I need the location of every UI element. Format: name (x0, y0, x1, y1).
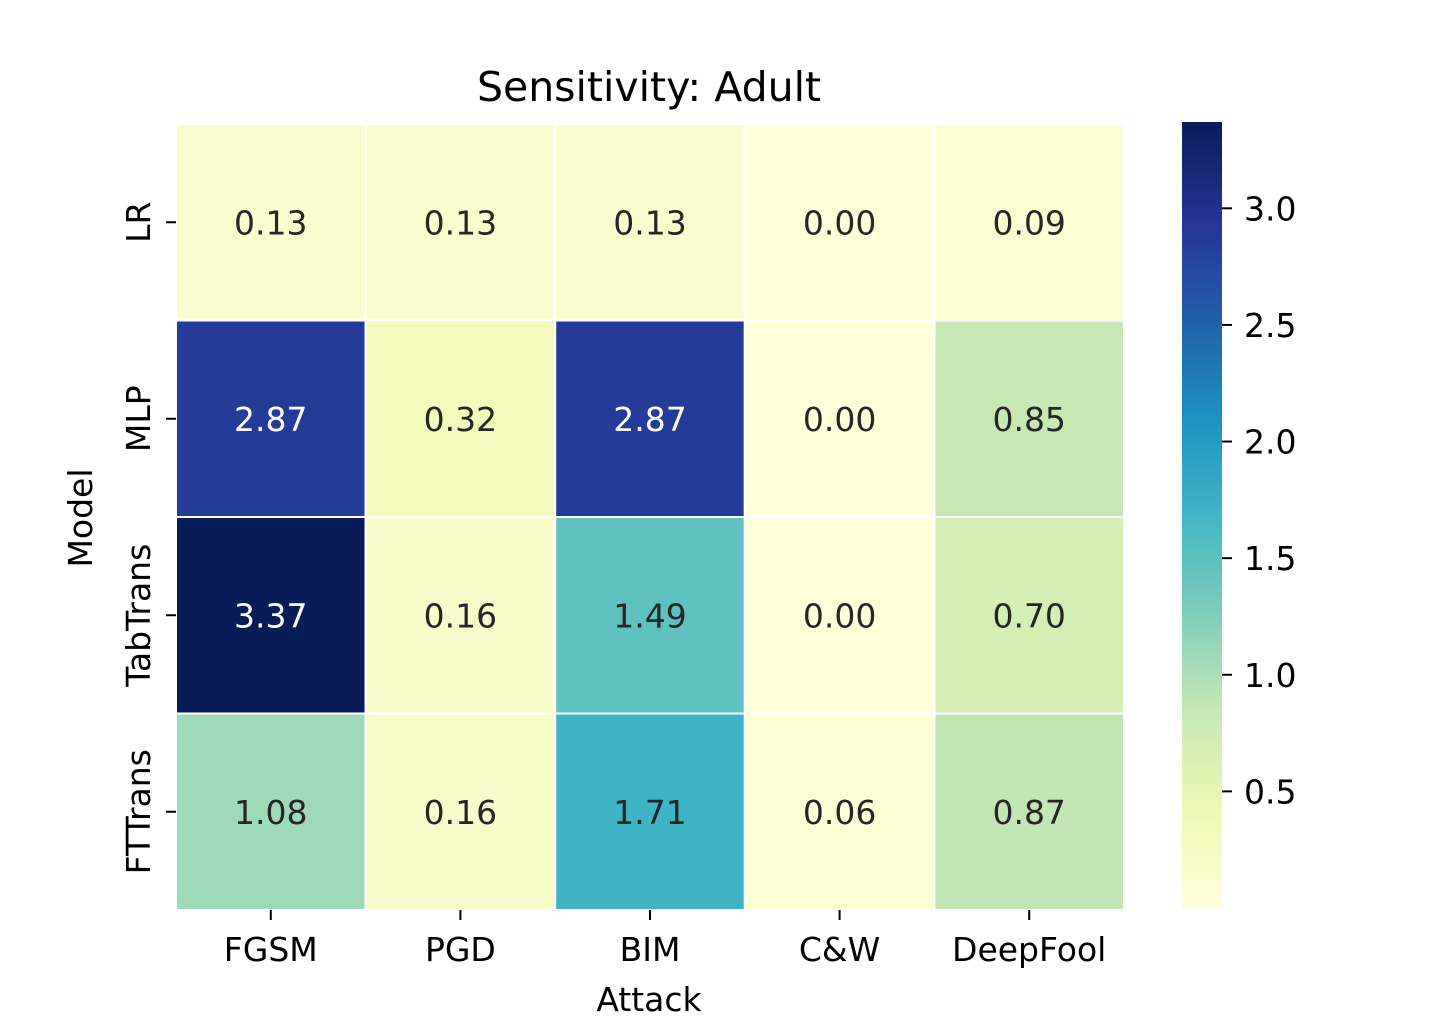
x-tick-label: C&W (799, 930, 880, 969)
cell-value-label: 0.87 (992, 793, 1065, 832)
heatmap-cell-1-0 (175, 319, 367, 518)
cell-value-label: 0.13 (234, 203, 307, 242)
heatmap-cell-0-3 (743, 123, 936, 322)
cell-value-label: 0.09 (992, 203, 1065, 242)
colorbar-tick-label: 2.0 (1244, 423, 1296, 462)
y-tick-label: TabTrans (119, 544, 158, 688)
heatmap-cell-2-4 (933, 516, 1126, 715)
y-axis-label: Model (61, 468, 100, 567)
cell-value-label: 3.37 (234, 596, 307, 635)
cell-value-label: 0.16 (424, 596, 497, 635)
cell-value-label: 0.70 (992, 596, 1065, 635)
cell-value-label: 0.85 (992, 400, 1065, 439)
cell-value-label: 0.13 (613, 203, 686, 242)
x-tick-label: FGSM (224, 930, 318, 969)
cell-value-label: 0.16 (424, 793, 497, 832)
cell-value-label: 0.00 (803, 596, 876, 635)
heatmap-cell-2-3 (743, 516, 936, 715)
y-tick-label: MLP (119, 385, 158, 452)
heatmap-cell-0-2 (554, 123, 746, 322)
cell-value-label: 0.13 (424, 203, 497, 242)
cell-value-label: 0.00 (803, 203, 876, 242)
heatmap-cell-2-2 (554, 516, 746, 715)
cell-value-label: 0.32 (424, 400, 497, 439)
heatmap-cell-3-4 (933, 712, 1126, 911)
x-tick-label: DeepFool (952, 930, 1106, 969)
cell-value-label: 1.08 (234, 793, 307, 832)
heatmap-cell-1-2 (554, 319, 746, 518)
x-axis: FGSM PGD BIM C&W DeepFool (224, 910, 1106, 969)
chart-title: Sensitivity: Adult (477, 63, 821, 111)
heatmap-cell-0-1 (364, 123, 557, 322)
heatmap-cell-0-0 (175, 123, 367, 322)
y-axis: LR MLP TabTrans FTTrans (119, 202, 176, 874)
colorbar-tick-label: 2.5 (1244, 306, 1296, 345)
colorbar-tick-label: 1.0 (1244, 656, 1296, 695)
heatmap-cells (175, 123, 1126, 911)
y-tick-label: FTTrans (119, 749, 158, 874)
cell-value-label: 1.49 (613, 596, 686, 635)
heatmap-cell-1-4 (933, 319, 1126, 518)
cell-value-label: 1.71 (613, 793, 686, 832)
cell-value-label: 0.06 (803, 793, 876, 832)
heatmap-value-labels: 0.13 0.13 0.13 0.00 0.09 2.87 0.32 2.87 0.00 0.85… (234, 203, 1066, 832)
colorbar-gradient (1182, 122, 1222, 908)
colorbar-tick-label: 0.5 (1244, 772, 1296, 811)
colorbar-tick-label: 3.0 (1244, 189, 1296, 228)
x-axis-label: Attack (596, 980, 702, 1019)
colorbar: 0.5 1.0 1.5 2.0 2.5 3.0 (1182, 122, 1296, 908)
heatmap-cell-3-1 (364, 712, 557, 911)
colorbar-tick-label: 1.5 (1244, 539, 1296, 578)
y-tick-label: LR (119, 202, 158, 243)
cell-value-label: 0.00 (803, 400, 876, 439)
cell-value-label: 2.87 (234, 400, 307, 439)
cell-value-label: 2.87 (613, 400, 686, 439)
x-tick-label: PGD (425, 930, 496, 969)
heatmap-cell-3-3 (743, 712, 936, 911)
x-tick-label: BIM (620, 930, 681, 969)
heatmap-cell-2-1 (364, 516, 557, 715)
heatmap-cell-0-4 (933, 123, 1126, 322)
heatmap-cell-3-2 (554, 712, 746, 911)
